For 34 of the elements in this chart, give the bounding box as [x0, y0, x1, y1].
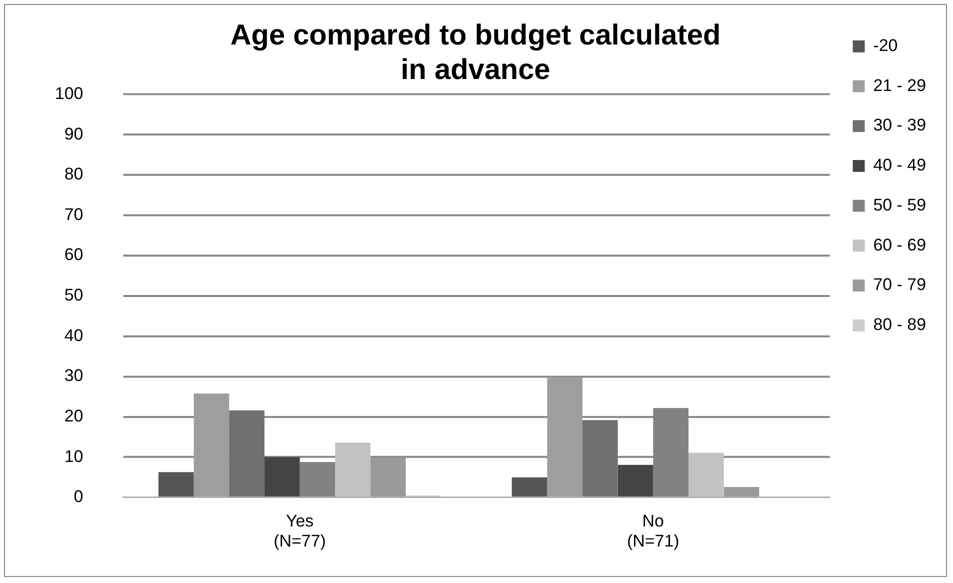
chart-title: Age compared to budget calculated in advance — [230, 19, 721, 86]
x-tick-label: Yes (N=77) — [274, 511, 326, 551]
bar — [688, 452, 724, 496]
y-tick-label: 0 — [74, 487, 84, 506]
y-tick-label: 100 — [54, 84, 84, 103]
legend-label: 60 - 69 — [873, 235, 926, 254]
y-tick-label: 50 — [64, 286, 84, 305]
legend-label: -20 — [873, 36, 898, 56]
bar — [618, 464, 654, 496]
y-tick-label: 40 — [64, 326, 84, 345]
bar — [158, 472, 194, 496]
y-tick-label: 80 — [64, 164, 84, 184]
bar — [194, 393, 230, 496]
legend-label: 30 - 39 — [873, 116, 926, 135]
y-tick-label: 20 — [64, 406, 84, 426]
bar — [335, 442, 370, 496]
bar — [512, 477, 548, 496]
legend-label: 50 - 59 — [873, 195, 926, 214]
bar — [724, 486, 760, 496]
bar — [547, 378, 582, 496]
y-tick-label: 10 — [64, 446, 84, 466]
legend-label: 40 - 49 — [873, 156, 926, 175]
y-tick-label: 70 — [64, 204, 84, 224]
y-tick-label: 60 — [64, 245, 84, 264]
bar — [370, 458, 406, 496]
legend-label: 70 - 79 — [873, 275, 926, 294]
legend-label: 21 - 29 — [873, 76, 926, 95]
bar — [582, 420, 618, 496]
y-tick-label: 90 — [64, 124, 84, 144]
bar — [229, 410, 264, 496]
y-tick-label: 30 — [64, 366, 84, 386]
bar — [264, 457, 300, 496]
x-tick-label: No (N=71) — [627, 511, 680, 551]
legend-label: 80 - 89 — [873, 315, 926, 334]
